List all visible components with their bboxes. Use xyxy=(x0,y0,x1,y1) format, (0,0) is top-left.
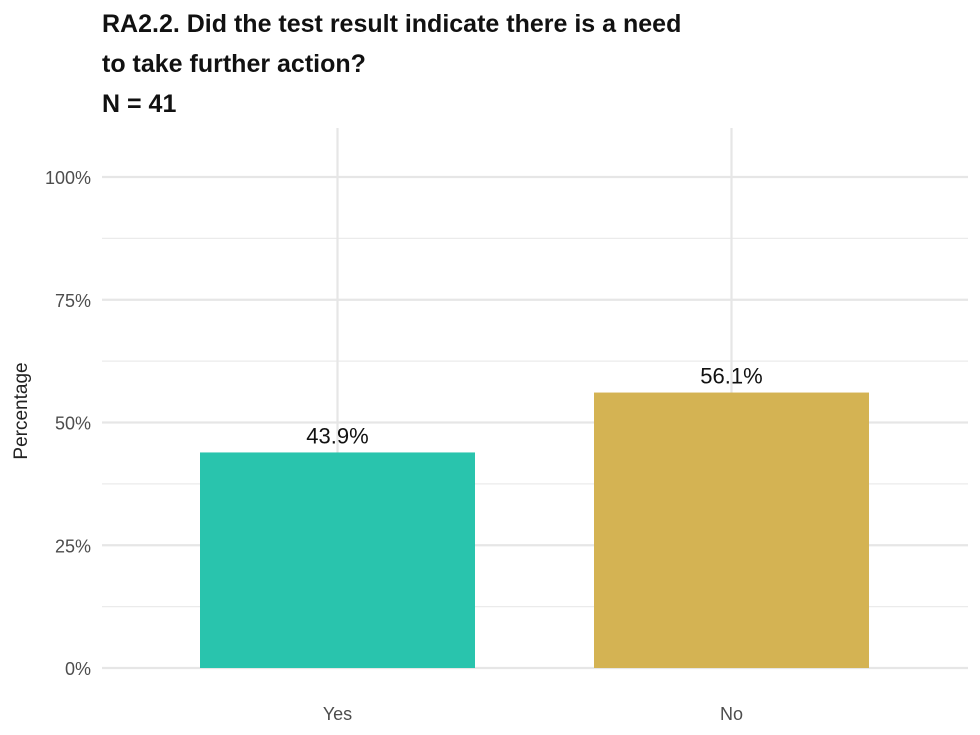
title-line-3: N = 41 xyxy=(102,90,177,118)
bars xyxy=(200,392,869,668)
y-tick-label: 25% xyxy=(55,536,91,556)
y-tick-labels: 0% 25% 50% 75% 100% xyxy=(45,168,91,679)
title-line-2: to take further action? xyxy=(102,50,366,78)
bar-value-labels: 43.9% 56.1% xyxy=(306,364,762,449)
x-tick-label: No xyxy=(720,704,743,724)
y-tick-label: 0% xyxy=(65,659,91,679)
bar-value-label: 43.9% xyxy=(306,423,368,448)
y-tick-label: 50% xyxy=(55,414,91,434)
chart-title: RA2.2. Did the test result indicate ther… xyxy=(102,4,681,124)
x-tick-labels: Yes No xyxy=(323,704,743,724)
y-tick-label: 75% xyxy=(55,291,91,311)
bar-no xyxy=(594,392,869,668)
x-tick-label: Yes xyxy=(323,704,352,724)
bar-value-label: 56.1% xyxy=(700,364,762,389)
y-axis-label: Percentage xyxy=(11,362,32,459)
bar-yes xyxy=(200,452,475,668)
title-line-1: RA2.2. Did the test result indicate ther… xyxy=(102,10,682,38)
y-tick-label: 100% xyxy=(45,168,91,188)
